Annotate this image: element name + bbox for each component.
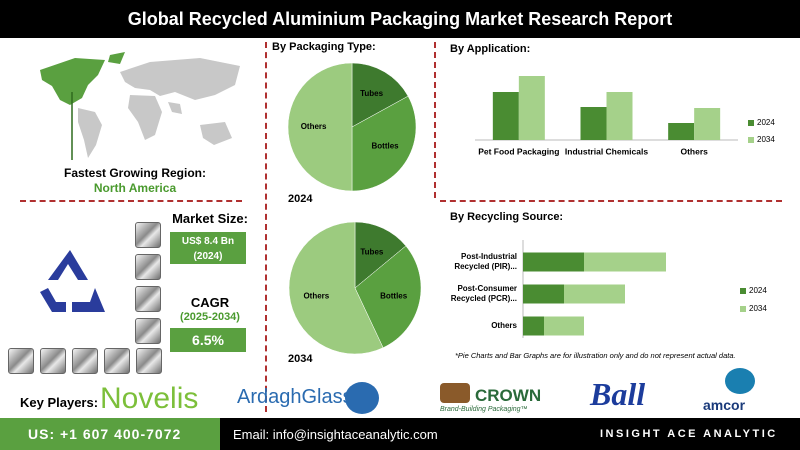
legend-swatch [740,306,746,312]
y-tick-label: Post-Consumer Recycled (PCR)... [450,284,517,303]
region-label: Fastest Growing Region: [63,166,206,180]
chart-title: By Application: [450,43,530,55]
legend-label: 2034 [757,135,775,144]
divider [265,42,267,412]
footer-brand: INSIGHT ACE ANALYTIC [600,428,778,440]
region-value: North America [93,181,177,195]
bar [694,108,721,140]
slice-label: Others [301,122,327,131]
divider [440,200,782,202]
logo-crown: CROWN [475,386,542,405]
cagr-label: CAGR [190,295,230,310]
logo-tagline: Brand-Building Packaging™ [440,406,528,413]
key-players-label: Key Players: [20,395,99,410]
icon-tile [40,348,66,374]
icon-tile [104,348,130,374]
y-tick-label: Post-Industrial Recycled (PIR)... [454,252,517,271]
bar [492,92,519,140]
cagr-value: 6.5% [170,328,246,352]
footer-phone-bar [0,418,220,450]
legend-label: 2024 [757,118,775,127]
pie-slice [351,95,417,192]
slice-label: Others [303,292,329,301]
pie-slice [354,245,422,349]
chart-title: By Recycling Source: [450,211,563,223]
market-size-label: Market Size: [172,211,248,226]
bar-segment [564,284,625,304]
icon-tile [72,348,98,374]
legend-swatch [748,120,754,126]
bar [668,123,695,140]
footer-bar [220,418,800,450]
slice-label: Tubes [360,89,384,98]
bar [606,92,633,140]
footer-phone: US: +1 607 400-7072 [28,426,182,442]
bar-segment [523,316,544,336]
bar-segment [523,252,584,272]
header-bar [0,0,800,38]
icon-tile [135,254,161,280]
cagr-period: (2025-2034) [180,311,240,323]
slice-label: Tubes [360,247,384,256]
icon-tile [135,222,161,248]
slice-label: Bottles [380,292,408,301]
logo-ardagh: ArdaghGlass [237,386,353,408]
market-size-value: US$ 8.4 Bn [181,236,235,247]
pie-year: 2034 [288,353,313,365]
logo-amcor: amcor [703,397,746,413]
icon-tile [135,286,161,312]
chart-title: By Packaging Type: [272,41,376,53]
logo-mark [440,383,470,403]
pie-slice [354,221,407,289]
bar-segment [584,252,666,272]
icon-tile [136,348,162,374]
icon-tile [135,318,161,344]
pie-slice [288,221,384,355]
bar [518,76,545,140]
logo-mark [345,382,379,414]
x-tick-label: Industrial Chemicals [565,146,648,156]
bar-segment [544,316,584,336]
logo-mark [725,368,755,394]
bar [580,107,607,140]
page-title: Global Recycled Aluminium Packaging Mark… [127,9,673,29]
pie-year: 2024 [288,193,313,205]
legend-swatch [740,288,746,294]
legend-swatch [748,137,754,143]
pie-slice [287,62,353,192]
x-tick-label: Pet Food Packaging [478,146,559,156]
pie-slice [351,62,409,128]
logo-ball: Ball [590,376,646,412]
divider [20,200,242,202]
market-size-year: (2024) [193,251,223,262]
footer-email: Email: info@insightaceanalytic.com [233,427,438,442]
disclaimer: *Pie Charts and Bar Graphs are for illus… [455,351,736,360]
x-tick-label: Others [680,146,708,156]
market-size-box: US$ 8.4 Bn (2024) [170,232,246,264]
divider [434,42,436,198]
y-tick-label: Others [491,321,517,330]
icon-tile [8,348,34,374]
world-map [40,52,240,158]
legend-label: 2024 [749,286,767,295]
logo-novelis: Novelis [100,382,199,415]
legend-label: 2034 [749,304,767,313]
bar-segment [523,284,564,304]
slice-label: Bottles [371,142,399,151]
recycle-icon [40,250,105,312]
